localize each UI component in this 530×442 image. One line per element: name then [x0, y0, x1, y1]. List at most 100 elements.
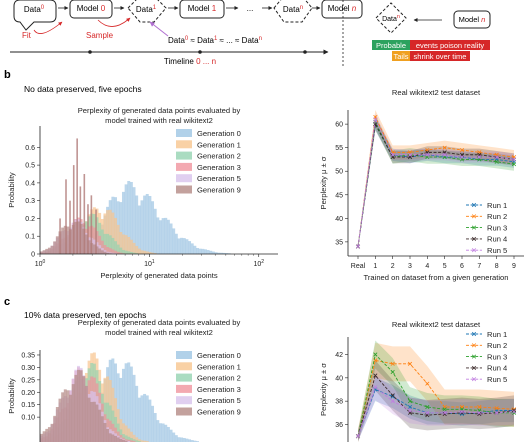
hist-bar [156, 217, 160, 254]
hist-bar [188, 439, 192, 442]
point-marker [511, 157, 517, 162]
hist-bar [121, 423, 125, 442]
point-marker [494, 159, 499, 164]
hist-bar [166, 426, 170, 442]
y-tick-label: 0 [31, 252, 35, 259]
highlight-shrink: shrink over time [414, 52, 467, 61]
hist-bar [106, 233, 110, 254]
point-marker [355, 244, 361, 249]
data0-label: Data0 [24, 5, 45, 14]
hist-bar [100, 250, 104, 254]
legend-label: Generation 0 [197, 351, 241, 360]
hist-bar [92, 244, 96, 254]
hist-bar [180, 237, 184, 254]
hist-bar [153, 208, 157, 254]
hist-bar [140, 250, 144, 254]
legend-swatch [176, 351, 192, 359]
hist-bar [153, 253, 157, 254]
y-tick-label: 0.6 [25, 145, 35, 152]
hist-bar [169, 429, 173, 442]
hist-bar [153, 413, 157, 442]
hist-bar [108, 235, 112, 254]
hist-bar [116, 224, 120, 254]
hist-bar [129, 251, 133, 254]
hist-bar [82, 376, 86, 442]
point-marker [442, 407, 447, 412]
legend-label: Generation 3 [197, 163, 241, 172]
hist-bar [161, 423, 165, 442]
hist-bar [124, 235, 128, 254]
line-run-2 [357, 115, 515, 247]
hist-bar [124, 425, 128, 442]
chart-b-left: Perplexity of generated data points eval… [7, 106, 278, 280]
legend-swatch [176, 151, 192, 160]
point-marker [442, 145, 447, 150]
band-run-4 [358, 360, 514, 442]
chart-c-right: Real wikitext2 test dataset 36 38 40 42 Perpl… [319, 320, 517, 442]
chart-title: Real wikitext2 test dataset [392, 320, 481, 329]
hist-bar [217, 252, 221, 254]
hist-bar [129, 431, 133, 442]
hist-bar [164, 217, 168, 254]
hist-bar [63, 389, 67, 442]
legend-swatch [176, 140, 192, 149]
hist-bar [206, 249, 210, 254]
hist-bar [61, 392, 65, 442]
hist-bar [50, 423, 54, 442]
datan-label: Datan [283, 5, 303, 14]
panel-c-subtitle: 10% data preserved, ten epochs [24, 310, 146, 320]
hist-bar [127, 362, 131, 442]
hist-bar [108, 248, 112, 254]
hist-bar [92, 401, 96, 442]
y-tick-label: 0.2 [25, 216, 35, 223]
hist-bar [148, 399, 152, 442]
hist-bar [106, 252, 110, 254]
y-axis-label: Probability [7, 378, 16, 414]
hist-bar [100, 240, 104, 254]
hist-bar [114, 250, 117, 254]
line-run-3 [357, 120, 515, 247]
point-marker [425, 381, 430, 386]
model0-label: Model 0 [77, 4, 106, 13]
hist-bar [42, 431, 46, 442]
point-marker [373, 373, 378, 378]
point-marker [407, 404, 413, 410]
hist-bar [140, 200, 144, 254]
legend-label: Generation 0 [197, 129, 241, 138]
y-tick-label: 38 [335, 399, 343, 406]
highlight-tails-bg [392, 51, 410, 61]
hist-bar [119, 377, 123, 442]
legend-marker [471, 354, 477, 359]
hist-bar [137, 205, 141, 254]
timeline-label: Timeline 0 ... n [164, 57, 216, 66]
hist-bar [74, 221, 78, 254]
series-generation-9 [40, 369, 128, 442]
hist-bar [129, 440, 133, 442]
hist-bar [135, 195, 139, 254]
hist-bar [222, 252, 226, 254]
line-run-3 [357, 353, 514, 437]
hist-bar [124, 363, 128, 442]
hist-bar [156, 420, 160, 442]
point-marker [407, 408, 413, 413]
hist-bar [193, 440, 197, 442]
hist-bar [166, 219, 170, 254]
legend-swatch [176, 174, 192, 183]
hist-bar [121, 439, 125, 442]
hist-bar [137, 397, 141, 442]
hist-bar [114, 435, 117, 442]
hist-bar [111, 252, 115, 254]
point-marker [494, 410, 499, 415]
legend-swatch [176, 185, 192, 194]
band-run-4 [358, 118, 514, 250]
hist-bar [69, 394, 73, 442]
x-tick-label: Real [351, 263, 366, 270]
hist-bar [172, 228, 176, 254]
legend-marker [471, 202, 477, 208]
band-run-2 [358, 110, 514, 250]
x-tick-label: 2 [391, 263, 395, 270]
hist-bar [111, 212, 115, 254]
sample-label: Sample [86, 31, 114, 40]
hist-bar [159, 220, 162, 254]
hist-bar [140, 395, 144, 442]
